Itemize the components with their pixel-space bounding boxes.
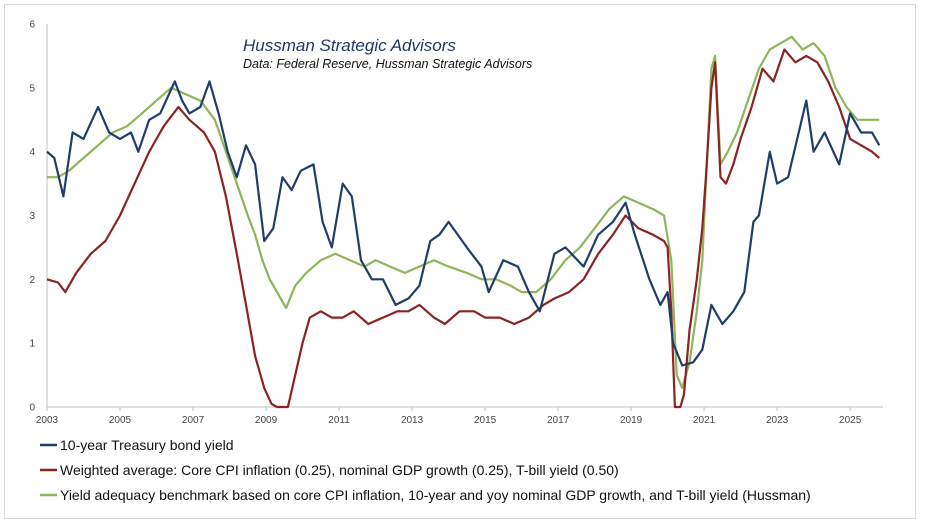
y-tick-label: 0 (29, 403, 35, 414)
x-tick-label: 2013 (401, 415, 424, 426)
x-tick-label: 2017 (547, 415, 570, 426)
x-tick-label: 2005 (109, 415, 132, 426)
legend-label-2: Weighted average: Core CPI inflation (0.… (60, 462, 619, 478)
x-tick-label: 2015 (474, 415, 497, 426)
axes: 0 1 2 3 4 5 6 2003 2005 2007 2009 2011 2013 2015 2017 2… (29, 20, 883, 426)
legend: 10-year Treasury bond yield Weighted aver… (40, 437, 811, 503)
chart-title: Hussman Strategic Advisors (243, 36, 456, 55)
y-tick-label: 4 (29, 147, 35, 158)
y-tick-label: 3 (29, 211, 35, 222)
x-tick-label: 2007 (182, 415, 205, 426)
legend-label-3: Yield adequacy benchmark based on core C… (60, 487, 811, 503)
x-tick-label: 2011 (328, 415, 350, 426)
y-tick-label: 5 (29, 83, 35, 94)
x-tick-label: 2003 (36, 415, 59, 426)
y-tick-label: 1 (29, 339, 35, 350)
chart-subtitle: Data: Federal Reserve, Hussman Strategic… (243, 57, 532, 71)
chart-frame (4, 4, 916, 519)
x-tick-label: 2009 (255, 415, 278, 426)
series-line-1 (46, 80, 881, 367)
y-tick-label: 6 (29, 20, 35, 31)
series-lines (46, 35, 881, 409)
x-tick-label: 2019 (620, 415, 643, 426)
series-line-2 (46, 48, 881, 409)
y-tick-label: 2 (29, 275, 35, 286)
series-line-3 (47, 35, 880, 389)
x-tick-label: 2021 (693, 415, 716, 426)
legend-label-1: 10-year Treasury bond yield (60, 437, 234, 453)
x-tick-label: 2025 (839, 415, 862, 426)
x-tick-label: 2023 (766, 415, 789, 426)
